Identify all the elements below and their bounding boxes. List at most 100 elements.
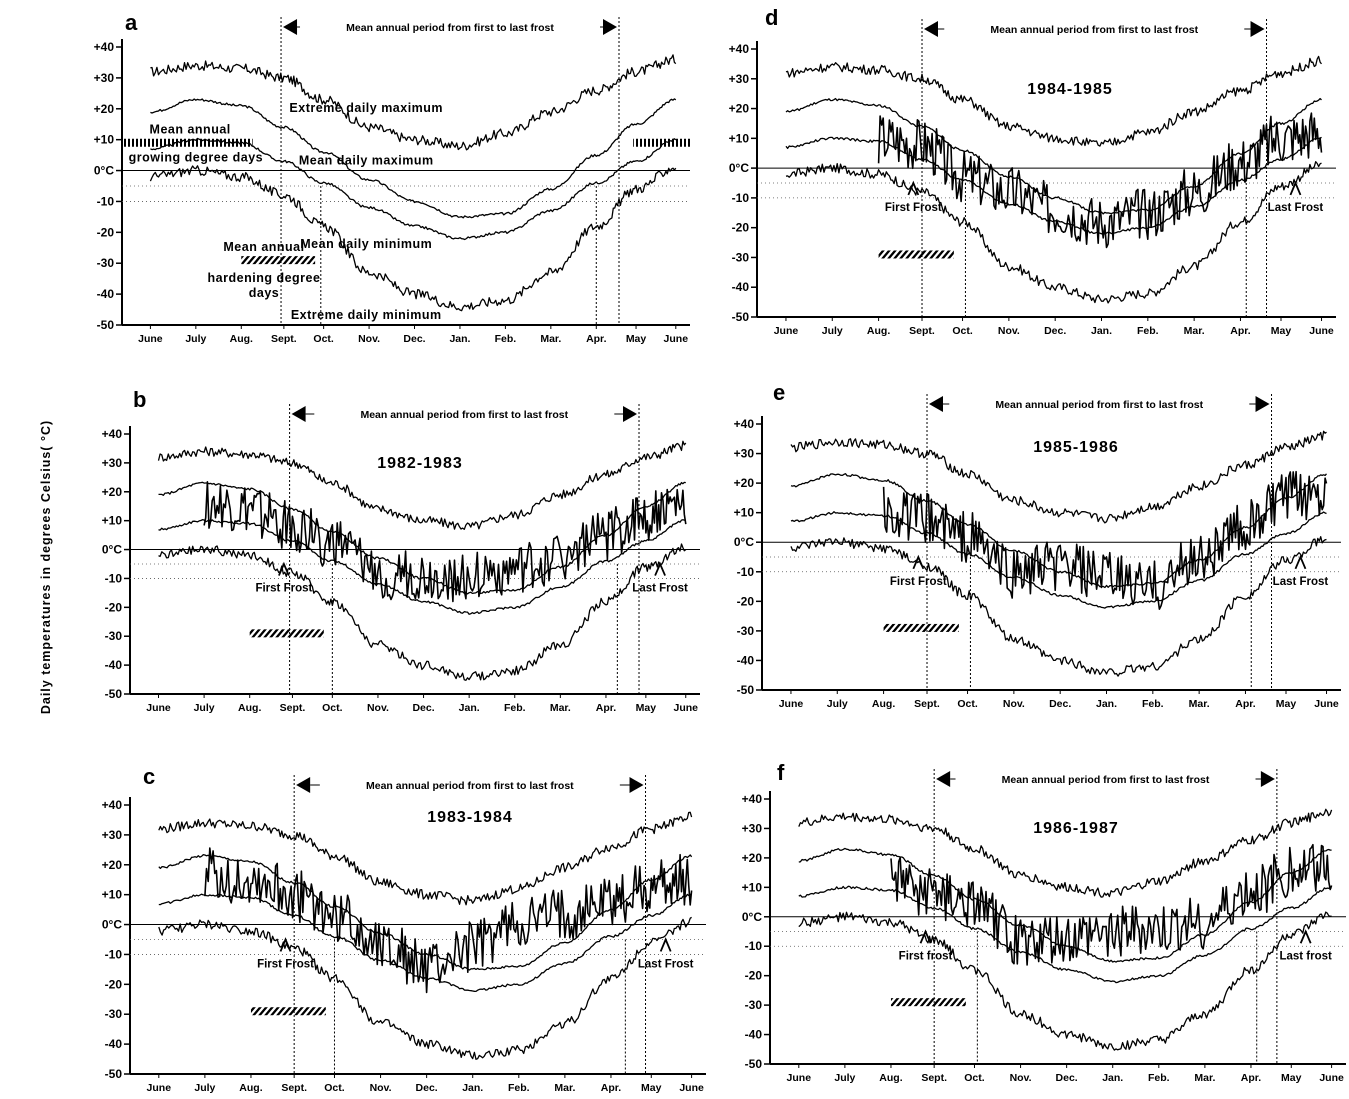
y-tick-label: +40	[102, 798, 123, 812]
y-tick-label: -10	[105, 947, 123, 961]
series-line-1	[157, 440, 687, 530]
hardening-degree-days-bar	[890, 998, 966, 1007]
month-label: July	[822, 325, 843, 337]
first-frost-label: First Frost	[885, 202, 942, 214]
month-label: Nov.	[358, 333, 380, 345]
period-label-bg	[300, 19, 601, 35]
period-arrow-left	[936, 771, 951, 787]
y-tick-label: -40	[737, 653, 755, 667]
last-frost-label: Last Frost	[1273, 576, 1329, 588]
y-tick-label: +20	[742, 851, 763, 865]
month-label: June	[1314, 698, 1339, 710]
panel-letter: a	[125, 10, 138, 35]
y-tick-label: +30	[742, 821, 763, 835]
month-label: Dec.	[412, 702, 434, 714]
series-annotation: growing degree days	[129, 150, 264, 164]
y-tick-label: -30	[105, 629, 123, 643]
period-arrow-left	[924, 21, 939, 37]
month-label: July	[827, 698, 848, 710]
last-frost-marker-icon	[659, 937, 672, 952]
first-frost-label: First Frost	[890, 576, 947, 588]
month-label: Apr.	[1230, 325, 1251, 337]
series-annotation: Extreme daily maximum	[289, 101, 443, 115]
month-label: May	[626, 333, 647, 345]
y-tick-label: -30	[105, 1007, 123, 1021]
month-label: May	[641, 1082, 662, 1094]
y-tick-label: -30	[737, 624, 755, 638]
month-label: July	[194, 702, 215, 714]
month-label: Mar.	[1184, 325, 1205, 337]
year-label: 1982-1983	[377, 455, 463, 472]
first-frost-label: First Frost	[255, 583, 312, 595]
month-label: Apr.	[596, 702, 617, 714]
month-label: July	[194, 1082, 215, 1094]
month-label: June	[1309, 325, 1334, 337]
daily-temperature-series	[877, 112, 1323, 249]
y-tick-label: +40	[734, 417, 755, 431]
y-tick-label: -40	[97, 287, 115, 301]
series-annotation: days	[249, 286, 280, 300]
series-line-1	[790, 430, 1327, 524]
y-tick-label: +40	[94, 40, 115, 54]
series-annotation: Extreme daily minimum	[291, 308, 442, 322]
panel-f: +40 +30 +20 +10 0°C -10 -20 -30 -40 -50 June July Au…	[742, 760, 1346, 1084]
panel-letter: e	[773, 380, 785, 405]
y-tick-label: +20	[729, 102, 750, 116]
y-tick-label: -10	[737, 565, 755, 579]
series-line-1	[785, 55, 1323, 147]
month-label: Dec.	[1056, 1072, 1078, 1084]
month-label: Feb.	[504, 702, 526, 714]
month-label: Jan.	[459, 702, 480, 714]
y-tick-label: -20	[105, 977, 123, 991]
y-tick-label: -20	[737, 594, 755, 608]
y-tick-label: 0°C	[102, 918, 122, 932]
series-line-4	[785, 161, 1322, 304]
month-label: Sept.	[909, 325, 935, 337]
y-tick-label: -40	[732, 280, 750, 294]
month-label: June	[146, 702, 171, 714]
month-label: May	[1271, 325, 1292, 337]
month-label: Nov.	[370, 1082, 392, 1094]
y-tick-label: +30	[734, 447, 755, 461]
month-label: Jan.	[449, 333, 470, 345]
month-label: Sept.	[280, 702, 306, 714]
series-line-2	[798, 847, 1332, 963]
series-annotation: Mean annual	[150, 122, 231, 136]
y-tick-label: +20	[102, 485, 123, 499]
y-tick-label: +30	[729, 72, 750, 86]
month-label: May	[1276, 698, 1297, 710]
month-label: Aug.	[230, 333, 253, 345]
month-label: Nov.	[367, 702, 389, 714]
month-label: Nov.	[998, 325, 1020, 337]
first-frost-marker-icon	[278, 561, 290, 576]
panel-letter: b	[133, 387, 146, 412]
month-label: June	[774, 325, 799, 337]
y-tick-label: -50	[105, 1067, 123, 1081]
series-line-3	[798, 885, 1332, 984]
hardening-degree-days-bar	[250, 1007, 326, 1016]
month-label: Jan.	[462, 1082, 483, 1094]
month-label: Sept.	[921, 1072, 947, 1084]
period-arrow-right	[623, 406, 638, 422]
y-tick-label: +30	[102, 828, 123, 842]
month-label: Oct.	[964, 1072, 985, 1084]
first-frost-marker-icon	[919, 929, 932, 944]
y-tick-label: +10	[94, 133, 115, 147]
series-line-4	[158, 543, 687, 681]
panel-a: +40 +30 +20 +10 0°C -10 -20 -30 -40 -50 June July Au…	[94, 10, 690, 345]
month-label: Jan.	[1096, 698, 1117, 710]
month-label: Aug.	[238, 702, 261, 714]
month-label: Mar.	[554, 1082, 575, 1094]
month-label: Oct.	[952, 325, 973, 337]
month-label: Oct.	[957, 698, 978, 710]
month-label: May	[1281, 1072, 1302, 1084]
series-line-2	[785, 97, 1322, 215]
y-tick-label: -30	[745, 998, 763, 1012]
y-tick-label: -20	[105, 600, 123, 614]
growing-degree-days-bar	[633, 138, 690, 147]
y-tick-label: +30	[102, 456, 123, 470]
first-frost-label: First frost	[899, 950, 953, 962]
series-annotation: Mean daily maximum	[299, 153, 434, 167]
month-label: Jan.	[1102, 1072, 1123, 1084]
